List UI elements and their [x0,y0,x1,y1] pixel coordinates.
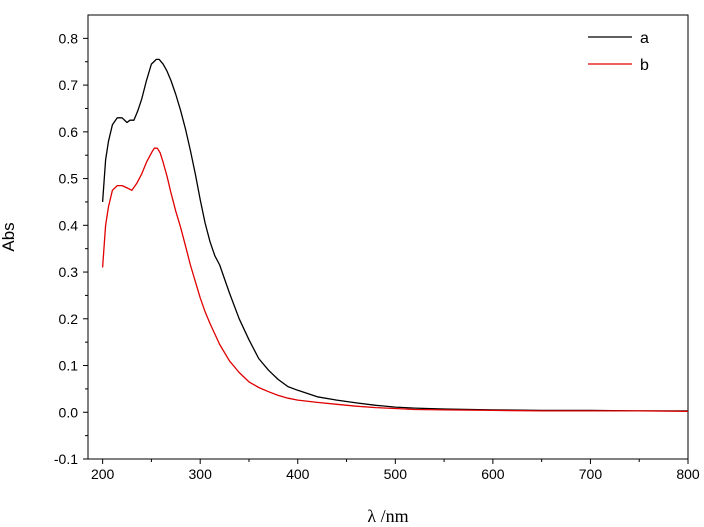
y-tick-label: 0.6 [59,124,79,140]
legend-label-a: a [640,30,649,47]
x-tick-label: 400 [286,466,310,482]
x-tick-label: 600 [481,466,505,482]
y-tick-label: 0.5 [59,171,79,187]
y-tick-label: 0.1 [59,358,79,374]
x-tick-label: 500 [384,466,408,482]
legend-label-b: b [640,57,649,74]
x-axis-title: λ /nm [367,506,408,526]
series-line-b [101,147,689,412]
x-tick-label: 300 [189,466,213,482]
y-tick-label: 0.4 [59,217,79,233]
y-tick-label: 0.3 [59,264,79,280]
legend: ab [588,30,649,74]
plot-frame [87,14,689,460]
y-tick-label: 0.0 [59,404,79,420]
x-tick-label: 200 [91,466,115,482]
y-tick-label: 0.2 [59,311,79,327]
y-tick-label: 0.8 [59,30,79,46]
series-line-a [101,58,688,412]
y-axis-ticks: -0.1 0.0 0.1 0.2 0.3 0.4 0.5 0.6 0.7 0.8 [54,30,88,467]
series-group [101,58,689,412]
y-tick-label: 0.7 [59,77,79,93]
x-axis-ticks: 200 300 400 500 600 700 800 [91,459,700,482]
x-tick-label: 800 [676,466,700,482]
y-axis-title: Abs [0,222,18,251]
x-tick-label: 700 [579,466,603,482]
y-tick-label: -0.1 [54,451,78,467]
